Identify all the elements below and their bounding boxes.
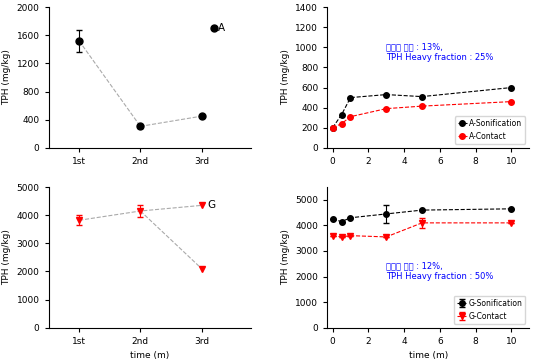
A-Contact bbox=[329, 126, 336, 130]
Legend: G-Sonification, G-Contact: G-Sonification, G-Contact bbox=[454, 296, 525, 324]
X-axis label: time (m): time (m) bbox=[409, 351, 448, 360]
Line: A-Sonification: A-Sonification bbox=[330, 85, 514, 130]
A-Sonification bbox=[383, 92, 389, 97]
Y-axis label: TPH (mg/kg): TPH (mg/kg) bbox=[2, 229, 11, 285]
Y-axis label: TPH (mg/kg): TPH (mg/kg) bbox=[281, 50, 289, 106]
X-axis label: time (m): time (m) bbox=[130, 351, 169, 360]
Y-axis label: TPH (mg/kg): TPH (mg/kg) bbox=[2, 50, 11, 106]
A-Sonification bbox=[339, 112, 345, 117]
A-Contact bbox=[339, 122, 345, 126]
A-Sonification bbox=[329, 126, 336, 130]
Legend: A-Sonification, A-Contact: A-Sonification, A-Contact bbox=[455, 116, 525, 144]
A-Sonification bbox=[347, 95, 354, 100]
Text: G: G bbox=[208, 200, 216, 210]
Y-axis label: TPH (mg/kg): TPH (mg/kg) bbox=[281, 229, 289, 285]
A-Contact bbox=[418, 104, 425, 108]
Text: 선세도 함량 : 12%,
TPH Heavy fraction : 50%: 선세도 함량 : 12%, TPH Heavy fraction : 50% bbox=[386, 261, 494, 281]
A-Contact bbox=[508, 99, 515, 104]
A-Sonification bbox=[418, 94, 425, 99]
A-Contact bbox=[383, 106, 389, 111]
Text: 선세도 함량 : 13%,
TPH Heavy fraction : 25%: 선세도 함량 : 13%, TPH Heavy fraction : 25% bbox=[386, 42, 494, 62]
Line: A-Contact: A-Contact bbox=[330, 99, 514, 130]
Text: A: A bbox=[218, 23, 225, 33]
A-Contact bbox=[347, 115, 354, 119]
A-Sonification bbox=[508, 86, 515, 90]
